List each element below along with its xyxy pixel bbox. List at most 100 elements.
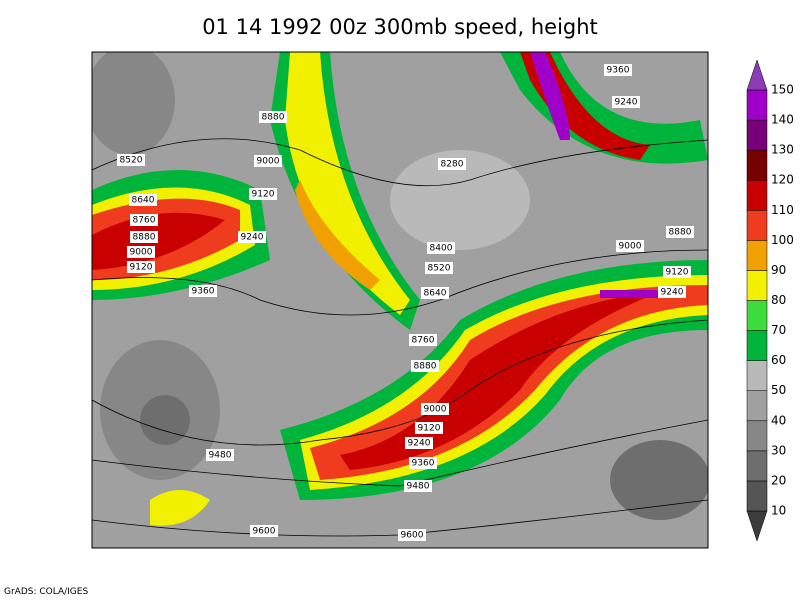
- colorbar-tick-label: 10: [771, 504, 786, 518]
- colorbar-tick-label: 90: [771, 263, 786, 277]
- colorbar-tick-label: 150: [771, 83, 794, 97]
- colorbar-segment: [746, 390, 768, 422]
- colorbar-tick-label: 140: [771, 113, 794, 127]
- contour-label: 9000: [130, 248, 153, 258]
- contour-label-bg: [409, 457, 437, 469]
- contour-label: 9000: [619, 242, 642, 252]
- contour-label: 8880: [133, 233, 156, 243]
- contour-label: 8520: [428, 264, 451, 274]
- contour-label-bg: [249, 188, 277, 200]
- contour-label: 9600: [253, 527, 276, 537]
- contour-label-bg: [663, 266, 691, 278]
- contour-label-bg: [604, 64, 632, 76]
- contour-label-bg: [405, 437, 433, 449]
- colorbar-segment: [746, 300, 768, 331]
- colorbar-segment: [746, 179, 768, 211]
- colorbar-tick-label: 80: [771, 293, 786, 307]
- contour-label-bg: [130, 214, 158, 226]
- contour-label-bg: [129, 194, 157, 206]
- contour-label-bg: [427, 242, 455, 254]
- contour-label: 9600: [401, 531, 424, 541]
- contour-label: 8640: [132, 196, 155, 206]
- colorbar-segment: [746, 89, 768, 121]
- colorbar-segment: [746, 360, 768, 391]
- contour-label: 8520: [120, 156, 143, 166]
- contour-label: 8880: [262, 113, 285, 123]
- contour-label-bg: [127, 246, 155, 258]
- colorbar-cap: [746, 59, 768, 91]
- colorbar-tick-label: 50: [771, 383, 786, 397]
- contour-label: 8880: [669, 228, 692, 238]
- contour-label-bg: [250, 525, 278, 537]
- contour-label-bg: [616, 240, 644, 252]
- contour-label-bg: [658, 286, 686, 298]
- contour-label-bg: [254, 155, 282, 167]
- contour-label-bg: [421, 287, 449, 299]
- colorbar-tick-label: 100: [771, 233, 794, 247]
- colorbar-tick-label: 60: [771, 353, 786, 367]
- contour-label: 8280: [441, 160, 464, 170]
- contour-label-bg: [438, 158, 466, 170]
- footer: GrADS: COLA/IGES: [4, 587, 88, 597]
- colorbar-tick-label: 130: [771, 143, 794, 157]
- contour-label-bg: [117, 154, 145, 166]
- contour-label-bg: [666, 226, 694, 238]
- contour-label-bg: [238, 231, 266, 243]
- contour-label: 9360: [412, 459, 435, 469]
- contour-labels: 9360 9240 8880 8520 9000 8280 8640 9120 8760 9240…: [117, 64, 694, 541]
- contour-label-bg: [421, 403, 449, 415]
- colorbar-tick-label: 120: [771, 173, 794, 187]
- title: 01 14 1992 00z 300mb speed, height: [202, 15, 598, 39]
- colorbar-tick-label: 70: [771, 323, 786, 337]
- colorbar-segment: [746, 210, 768, 241]
- colorbar-tick-label: 20: [771, 473, 786, 487]
- map: [91, 51, 709, 549]
- contour-label: 9120: [252, 190, 275, 200]
- contour-label: 8400: [430, 244, 453, 254]
- contour-label: 8880: [414, 362, 437, 372]
- contour-label: 9480: [209, 451, 232, 461]
- colorbar-segment: [746, 270, 768, 301]
- contour-label: 9240: [615, 98, 638, 108]
- contour-label-bg: [259, 111, 287, 123]
- colorbar-segment: [746, 330, 768, 361]
- colorbar-tick-label: 30: [771, 443, 786, 457]
- contour-label-bg: [409, 334, 437, 346]
- contour-label-bg: [415, 422, 443, 434]
- contour-label: 9000: [257, 157, 280, 167]
- contour-label-bg: [612, 96, 640, 108]
- contour-label: 9240: [241, 233, 264, 243]
- contour-label: 9240: [661, 288, 684, 298]
- contour-label-bg: [130, 231, 158, 243]
- contour-label-bg: [425, 262, 453, 274]
- contour-label-bg: [189, 285, 217, 297]
- colorbar-tick-label: 40: [771, 413, 786, 427]
- contour-label-bg: [398, 529, 426, 541]
- contour-label: 9120: [418, 424, 441, 434]
- contour-label: 9000: [424, 405, 447, 415]
- colorbar-segment: [746, 480, 768, 512]
- contour-label-bg: [206, 449, 234, 461]
- contour-label-bg: [411, 360, 439, 372]
- colorbar-segment: [746, 240, 768, 271]
- colorbar-segment: [746, 450, 768, 482]
- contour-label-bg: [127, 261, 155, 273]
- contour-label: 9480: [407, 482, 430, 492]
- colorbar-tick-label: 110: [771, 203, 794, 217]
- contour-label: 9120: [130, 263, 153, 273]
- contour-label-bg: [404, 480, 432, 492]
- contour-label: 9360: [192, 287, 215, 297]
- contour-label: 9120: [666, 268, 689, 278]
- colorbar-segment: [746, 420, 768, 452]
- contour-label: 9240: [408, 439, 431, 449]
- contour-label: 8760: [133, 216, 156, 226]
- contour-label: 8760: [412, 336, 435, 346]
- colorbar-segment: [746, 149, 768, 181]
- contour-label: 9360: [607, 66, 630, 76]
- contour-label: 8640: [424, 289, 447, 299]
- colorbar: 10 20 30 40 50 60 70 80 90 100 110 120 130 140 150: [746, 59, 794, 542]
- colorbar-segment: [746, 119, 768, 151]
- colorbar-cap: [746, 510, 768, 542]
